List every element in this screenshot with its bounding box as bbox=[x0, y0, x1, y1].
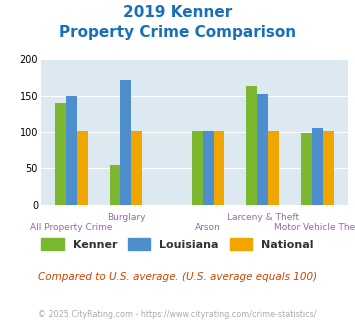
Bar bbox=[301, 133, 312, 205]
Text: Burglary: Burglary bbox=[107, 213, 145, 222]
Text: Property Crime Comparison: Property Crime Comparison bbox=[59, 25, 296, 40]
Bar bbox=[192, 131, 203, 205]
Text: 2019 Kenner: 2019 Kenner bbox=[123, 5, 232, 20]
Bar bbox=[120, 81, 131, 205]
Bar bbox=[312, 128, 323, 205]
Bar bbox=[323, 131, 334, 205]
Text: Compared to U.S. average. (U.S. average equals 100): Compared to U.S. average. (U.S. average … bbox=[38, 272, 317, 282]
Text: All Property Crime: All Property Crime bbox=[30, 223, 113, 232]
Text: Arson: Arson bbox=[195, 223, 221, 232]
Text: Larceny & Theft: Larceny & Theft bbox=[227, 213, 299, 222]
Bar bbox=[268, 131, 279, 205]
Bar bbox=[257, 93, 268, 205]
Text: Motor Vehicle Theft: Motor Vehicle Theft bbox=[273, 223, 355, 232]
Bar bbox=[203, 131, 213, 205]
Bar bbox=[110, 165, 120, 205]
Bar bbox=[77, 131, 88, 205]
Bar bbox=[66, 96, 77, 205]
Legend: Kenner, Louisiana, National: Kenner, Louisiana, National bbox=[42, 238, 313, 250]
Bar bbox=[213, 131, 224, 205]
Text: © 2025 CityRating.com - https://www.cityrating.com/crime-statistics/: © 2025 CityRating.com - https://www.city… bbox=[38, 310, 317, 319]
Bar bbox=[246, 85, 257, 205]
Bar bbox=[55, 103, 66, 205]
Bar bbox=[131, 131, 142, 205]
